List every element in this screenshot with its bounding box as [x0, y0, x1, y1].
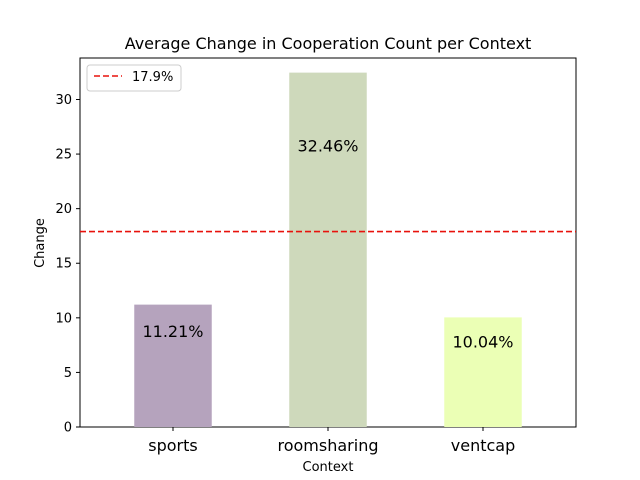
legend-box: [86, 64, 182, 92]
value-label-ventcap: 10.04%: [452, 332, 513, 351]
y-tick-label: 15: [55, 257, 72, 272]
y-axis-label: Change: [33, 218, 48, 268]
y-tick-label: 5: [64, 366, 72, 381]
y-tick-label: 0: [64, 421, 72, 436]
bar-ventcap: [444, 317, 522, 427]
y-tick-label: 30: [55, 93, 72, 108]
legend: 17.9%: [86, 64, 182, 92]
x-tick-label-ventcap: ventcap: [451, 436, 515, 455]
chart-title: Average Change in Cooperation Count per …: [125, 34, 532, 53]
y-tick-label: 20: [55, 202, 72, 217]
bars-group: [134, 72, 522, 427]
legend-label: 17.9%: [132, 70, 173, 85]
bar-roomsharing: [289, 72, 367, 427]
x-tick-label-roomsharing: roomsharing: [278, 436, 379, 455]
value-labels-group: 11.21% 32.46% 10.04%: [142, 137, 513, 352]
value-label-sports: 11.21%: [142, 322, 203, 341]
value-label-roomsharing: 32.46%: [297, 137, 358, 156]
plot-area: 11.21% 32.46% 10.04%: [79, 57, 577, 428]
bar-sports: [134, 304, 212, 427]
y-tick-label: 25: [55, 148, 72, 163]
y-tick-label: 10: [55, 311, 72, 326]
y-axis: 0 5 10 15 20 25 30: [55, 93, 80, 436]
x-tick-label-sports: sports: [148, 436, 197, 455]
x-axis: sports roomsharing ventcap: [148, 427, 515, 455]
x-axis-label: Context: [303, 460, 354, 475]
